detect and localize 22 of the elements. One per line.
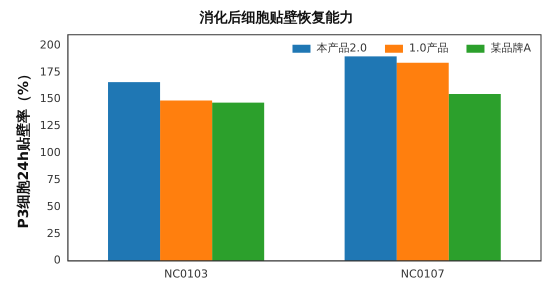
bar — [344, 56, 397, 261]
y-tick-label: 0 — [54, 254, 61, 267]
bar — [448, 94, 501, 261]
legend-label: 某品牌A — [490, 42, 532, 55]
y-tick-label: 150 — [40, 92, 61, 106]
bar — [212, 102, 264, 261]
y-tick-label: 200 — [40, 38, 61, 52]
legend-label: 本产品2.0 — [316, 42, 367, 55]
bar — [160, 100, 212, 261]
y-tick-label: 75 — [46, 172, 61, 186]
y-tick-label: 175 — [40, 65, 61, 78]
legend-label: 1.0产品 — [408, 42, 448, 55]
x-tick-label: NC0103 — [164, 267, 208, 280]
y-tick-label: 125 — [40, 119, 61, 132]
y-tick-label: 100 — [40, 146, 61, 160]
chart-title: 消化后细胞贴壁恢复能力 — [198, 9, 354, 26]
bar — [396, 62, 449, 261]
y-tick-label: 25 — [46, 226, 61, 240]
bar — [108, 82, 160, 261]
y-axis-title: P3细胞24h贴壁率（%） — [15, 67, 32, 229]
x-tick-label: NC0107 — [400, 267, 445, 280]
y-tick-label: 50 — [46, 200, 61, 213]
